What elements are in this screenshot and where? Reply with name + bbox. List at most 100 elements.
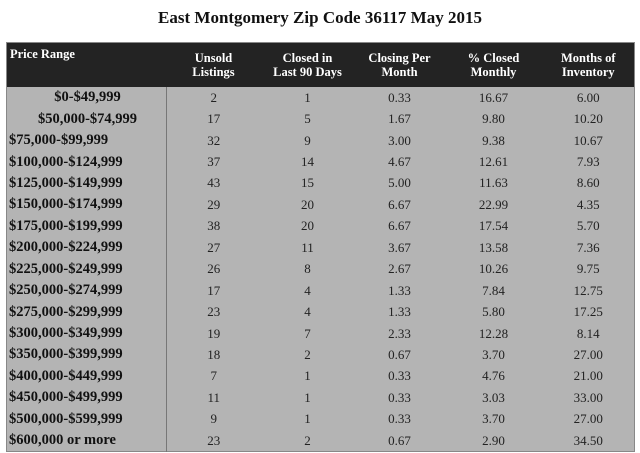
value-cell: 5.70 [576, 218, 600, 234]
value-cell: 4.76 [482, 368, 505, 384]
column-header-text: Last 90 Days [273, 65, 342, 79]
price-range-cell: $75,000-$99,999 [6, 129, 167, 152]
price-range-cell: $200,000-$224,999 [6, 237, 167, 259]
value-cell: 23 [207, 432, 221, 448]
column-header-text: Monthly [470, 65, 517, 79]
price-range-cell: $400,000-$449,999 [6, 365, 167, 388]
value-cell: 12.75 [573, 282, 603, 298]
value-cell: 16.67 [478, 89, 509, 105]
value-cell: 27 [207, 239, 221, 255]
value-cell: 22.99 [478, 196, 509, 212]
value-cell: 1 [304, 368, 311, 384]
column-header-text: Listings [192, 65, 235, 79]
value-cell: 9 [210, 411, 218, 427]
value-cell: 8.14 [576, 325, 600, 341]
value-cell: 29 [207, 196, 221, 212]
table-title: East Montgomery Zip Code 36117 May 2015 [158, 8, 482, 27]
value-cell: 20 [301, 218, 314, 234]
price-range-cell: $600,000 or more [6, 430, 167, 452]
price-range-cell: $175,000-$199,999 [6, 215, 167, 238]
value-cell: 6.67 [388, 218, 411, 234]
price-range-cell: $350,000-$399,999 [6, 344, 167, 366]
value-cell: 7 [304, 325, 311, 341]
value-cell: 17 [207, 111, 221, 127]
value-cell: 2.67 [388, 261, 411, 277]
value-cell: 4.67 [388, 154, 411, 170]
value-cell: 1.33 [388, 304, 411, 320]
value-cell: 0.33 [388, 389, 411, 405]
value-cell: 27.00 [573, 346, 603, 362]
table-row: $125,000-$149,999 43 15 5.00 11.63 8.60 [6, 172, 635, 195]
value-cell: 34.50 [573, 432, 603, 448]
price-range-cell: $100,000-$124,999 [6, 151, 167, 173]
price-range-cell: $225,000-$249,999 [6, 258, 167, 280]
value-cell: 1.67 [388, 111, 411, 127]
value-cell: 1 [304, 89, 311, 105]
value-cell: 7.93 [576, 154, 600, 170]
value-cell: 1 [304, 389, 311, 405]
value-cell: 32 [207, 132, 221, 148]
value-cell: 10.26 [478, 261, 509, 277]
value-cell: 0.33 [388, 411, 411, 427]
value-cell: 6.00 [576, 89, 600, 105]
value-cell: 2 [304, 346, 311, 362]
value-cell: 3.70 [482, 346, 505, 362]
inventory-table: Price Range Unsold Listings Closed in Last 9… [6, 42, 635, 453]
table-row: $250,000-$274,999 17 4 1.33 7.84 12.75 [6, 279, 635, 302]
value-cell: 37 [207, 154, 221, 170]
value-cell: 14 [301, 154, 314, 170]
value-cell: 4 [304, 282, 311, 298]
column-header-text: Price Range [10, 47, 75, 61]
table-row: $275,000-$299,999 23 4 1.33 5.80 17.25 [6, 301, 635, 323]
column-header-text: Closed in [282, 51, 333, 65]
table-row: $200,000-$224,999 27 11 3.67 13.58 7.36 [6, 237, 635, 259]
value-cell: 2 [304, 432, 311, 448]
table-row: $300,000-$349,999 19 7 2.33 12.28 8.14 [6, 322, 635, 345]
value-cell: 5.00 [388, 175, 411, 191]
value-cell: 3.67 [388, 239, 411, 255]
value-cell: 9.75 [576, 261, 600, 277]
value-cell: 5 [304, 111, 311, 127]
value-cell: 3.70 [482, 411, 505, 427]
header-row: Price Range Unsold Listings Closed in Last 9… [6, 42, 635, 87]
value-cell: 2.33 [388, 325, 411, 341]
value-cell: 0.33 [388, 368, 411, 384]
value-cell: 13.58 [478, 239, 509, 255]
table-row: $450,000-$499,999 11 1 0.33 3.03 33.00 [6, 387, 635, 409]
column-header: Unsold Listings [166, 42, 261, 87]
column-header: Price Range [6, 42, 167, 87]
value-cell: 2 [210, 89, 218, 105]
value-cell: 21.00 [573, 368, 603, 384]
value-cell: 10.20 [573, 111, 603, 127]
value-cell: 9.80 [482, 111, 505, 127]
column-header: Closing Per Month [354, 42, 445, 87]
table-row: $75,000-$99,999 32 9 3.00 9.38 10.67 [6, 129, 635, 152]
value-cell: 11 [301, 239, 314, 255]
value-cell: 33.00 [573, 389, 603, 405]
column-header: % Closed Monthly [444, 42, 543, 87]
table-row: $225,000-$249,999 26 8 2.67 10.26 9.75 [6, 258, 635, 280]
table-row: $175,000-$199,999 38 20 6.67 17.54 5.70 [6, 215, 635, 238]
value-cell: 26 [207, 261, 221, 277]
table-row: $600,000 or more 23 2 0.67 2.90 34.50 [6, 430, 635, 452]
price-range-cell: $125,000-$149,999 [6, 172, 167, 195]
value-cell: 8.60 [576, 175, 600, 191]
price-range-cell: $250,000-$274,999 [6, 279, 167, 302]
price-range-cell: $0-$49,999 [6, 87, 167, 109]
column-header: Closed in Last 90 Days [260, 42, 355, 87]
value-cell: 3.00 [388, 132, 411, 148]
table-row: $100,000-$124,999 37 14 4.67 12.61 7.93 [6, 151, 635, 173]
value-cell: 17.25 [573, 304, 603, 320]
value-cell: 43 [207, 175, 221, 191]
value-cell: 17.54 [478, 218, 509, 234]
value-cell: 7 [210, 368, 218, 384]
value-cell: 6.67 [388, 196, 411, 212]
value-cell: 5.80 [482, 304, 505, 320]
column-header: Months of Inventory [542, 42, 635, 87]
value-cell: 9.38 [482, 132, 505, 148]
value-cell: 20 [301, 196, 314, 212]
value-cell: 11.63 [479, 175, 508, 191]
value-cell: 17 [207, 282, 221, 298]
value-cell: 0.33 [388, 89, 411, 105]
column-header-text: Unsold [194, 51, 233, 65]
